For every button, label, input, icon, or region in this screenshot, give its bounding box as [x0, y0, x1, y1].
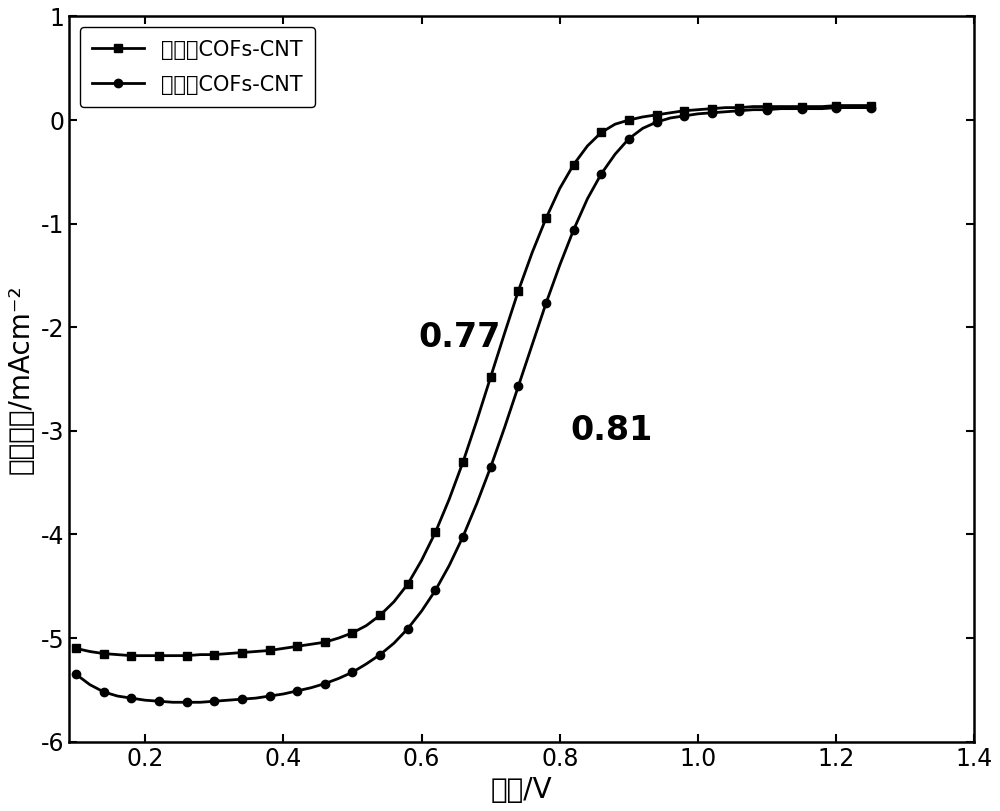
卆啊类COFs-CNT [609, 119, 621, 129]
吵咗类COFs-CNT [609, 149, 621, 159]
Legend: 卆啊类COFs-CNT, 吵咗类COFs-CNT: 卆啊类COFs-CNT, 吵咗类COFs-CNT [80, 27, 315, 107]
吵咗类COFs-CNT [623, 134, 635, 144]
Text: 0.81: 0.81 [570, 414, 652, 448]
卆啊类COFs-CNT [291, 642, 303, 651]
吵咗类COFs-CNT [98, 687, 110, 697]
吵咗类COFs-CNT [830, 103, 842, 113]
吵咗类COFs-CNT [167, 697, 179, 707]
Line: 卆啊类COFs-CNT: 卆啊类COFs-CNT [72, 101, 875, 660]
卆啊类COFs-CNT [125, 650, 137, 660]
吵咗类COFs-CNT [70, 669, 82, 679]
吵咗类COFs-CNT [865, 103, 877, 113]
X-axis label: 电位/V: 电位/V [491, 776, 553, 804]
卆啊类COFs-CNT [830, 101, 842, 110]
Text: 0.77: 0.77 [418, 321, 500, 354]
Y-axis label: 电流密度/mAcm⁻²: 电流密度/mAcm⁻² [7, 284, 35, 474]
卆啊类COFs-CNT [111, 650, 123, 659]
吵咗类COFs-CNT [416, 607, 428, 616]
卆啊类COFs-CNT [70, 644, 82, 654]
卆啊类COFs-CNT [98, 649, 110, 659]
卆啊类COFs-CNT [865, 101, 877, 110]
吵咗类COFs-CNT [111, 691, 123, 701]
卆啊类COFs-CNT [623, 115, 635, 125]
Line: 吵咗类COFs-CNT: 吵咗类COFs-CNT [72, 104, 875, 706]
卆啊类COFs-CNT [416, 556, 428, 565]
吵咗类COFs-CNT [291, 686, 303, 696]
